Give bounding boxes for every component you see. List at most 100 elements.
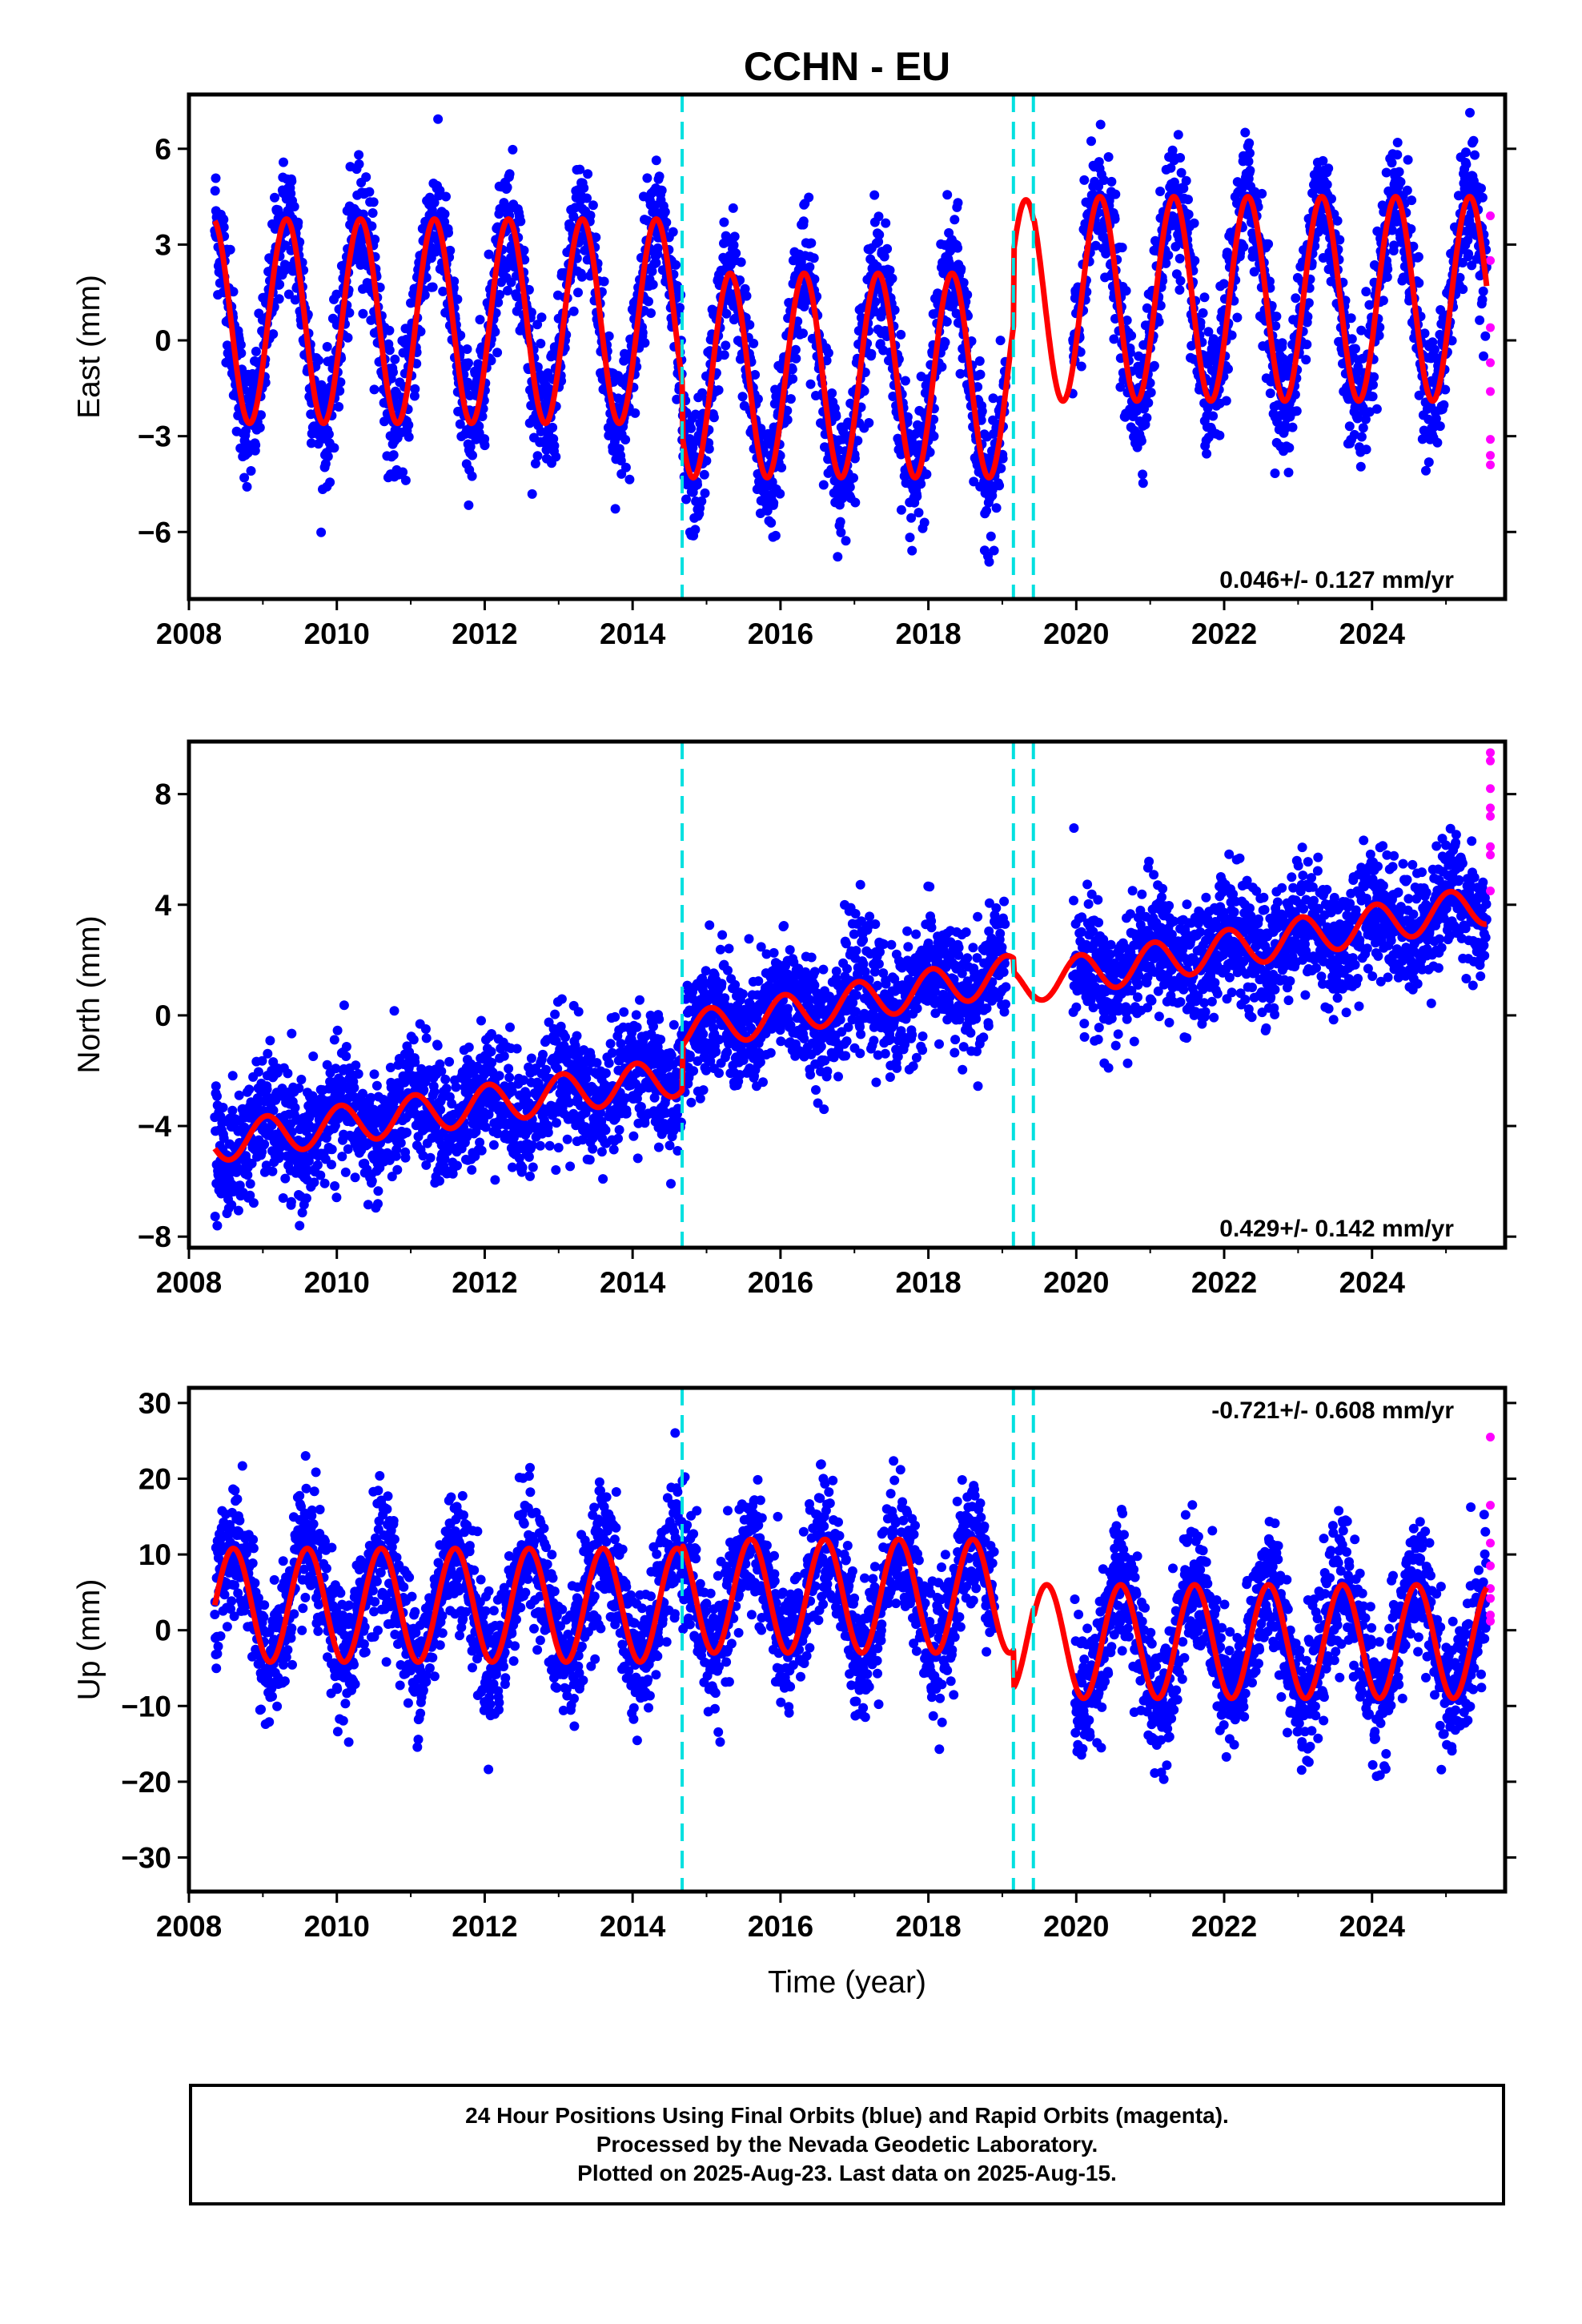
east-rate-label: 0.046+/- 0.127 mm/yr xyxy=(1219,567,1454,593)
final-orbit-point xyxy=(591,232,601,243)
final-orbit-point xyxy=(1240,127,1251,138)
final-orbit-point xyxy=(1461,147,1471,158)
final-orbit-point xyxy=(1283,468,1294,477)
final-orbit-point xyxy=(344,308,355,318)
final-orbit-point xyxy=(728,203,738,213)
rapid-orbit-point xyxy=(1486,387,1496,396)
final-orbit-point xyxy=(620,435,631,444)
final-orbit-point xyxy=(1175,275,1186,286)
final-orbit-point xyxy=(950,215,960,225)
final-orbit-point xyxy=(1465,107,1475,118)
final-orbit-point xyxy=(364,187,375,197)
final-orbit-point xyxy=(916,479,926,489)
final-orbit-point xyxy=(325,477,335,488)
final-orbit-point xyxy=(265,1035,275,1046)
final-orbit-point xyxy=(940,337,950,348)
final-orbit-point xyxy=(853,436,863,446)
final-orbit-point xyxy=(283,289,294,300)
final-orbit-point xyxy=(1332,215,1343,226)
final-orbit-point xyxy=(289,202,299,211)
final-orbit-point xyxy=(543,368,553,378)
final-orbit-point xyxy=(301,1193,311,1204)
final-orbit-point xyxy=(1423,457,1434,468)
final-orbit-point xyxy=(1143,398,1154,408)
final-orbit-point xyxy=(1138,469,1148,480)
final-orbit-point xyxy=(741,291,752,301)
final-orbit-point xyxy=(493,297,504,308)
final-orbit-point xyxy=(1271,312,1282,322)
final-orbit-point xyxy=(279,157,288,167)
final-orbit-point xyxy=(420,290,430,300)
final-orbit-point xyxy=(451,1082,461,1092)
final-orbit-point xyxy=(384,345,395,356)
final-orbit-point xyxy=(804,192,814,203)
final-orbit-point xyxy=(998,453,1008,464)
final-orbit-point xyxy=(402,1128,412,1138)
final-orbit-point xyxy=(1361,444,1371,455)
final-orbit-point xyxy=(1263,239,1274,249)
final-orbit-point xyxy=(660,207,670,217)
final-orbit-point xyxy=(358,308,368,319)
final-orbit-point xyxy=(251,440,261,450)
final-orbit-point xyxy=(225,244,235,255)
final-orbit-point xyxy=(341,1042,351,1051)
north-plot-area xyxy=(210,748,1496,1231)
final-orbit-point xyxy=(701,456,712,466)
final-orbit-point xyxy=(672,394,682,404)
final-orbit-point xyxy=(484,249,494,259)
final-orbit-point xyxy=(486,1047,496,1057)
final-orbit-point xyxy=(255,423,265,432)
final-orbit-point xyxy=(548,422,558,432)
final-orbit-point xyxy=(648,279,658,290)
final-orbit-point xyxy=(956,263,966,274)
final-orbit-point xyxy=(400,1152,411,1163)
final-orbit-point xyxy=(262,1084,272,1095)
final-orbit-point xyxy=(428,282,438,292)
final-orbit-point xyxy=(1435,421,1445,432)
final-orbit-point xyxy=(1392,150,1403,160)
final-orbit-point xyxy=(1095,119,1106,130)
final-orbit-point xyxy=(286,188,296,199)
final-orbit-point xyxy=(248,1198,259,1208)
final-orbit-point xyxy=(624,474,635,485)
final-orbit-point xyxy=(1174,285,1185,295)
final-orbit-point xyxy=(588,200,598,211)
final-orbit-point xyxy=(640,338,650,348)
final-orbit-point xyxy=(599,276,609,287)
final-orbit-point xyxy=(354,150,364,160)
final-orbit-point xyxy=(582,193,592,203)
final-orbit-point xyxy=(420,1024,431,1034)
final-orbit-point xyxy=(585,211,596,220)
final-orbit-point xyxy=(859,386,869,396)
final-orbit-point xyxy=(367,208,378,218)
final-orbit-point xyxy=(263,1048,273,1059)
final-orbit-point xyxy=(806,238,817,248)
final-orbit-point xyxy=(889,305,900,316)
final-orbit-point xyxy=(1110,189,1121,199)
final-orbit-point xyxy=(1094,181,1104,191)
final-orbit-point xyxy=(455,419,465,429)
rapid-orbit-point xyxy=(1486,451,1496,460)
final-orbit-point xyxy=(408,1035,419,1045)
final-orbit-point xyxy=(974,356,985,366)
final-orbit-point xyxy=(882,243,893,254)
final-orbit-point xyxy=(833,552,843,562)
final-orbit-point xyxy=(879,251,889,262)
final-orbit-point xyxy=(652,243,663,253)
final-orbit-point xyxy=(246,466,256,476)
final-orbit-point xyxy=(490,327,500,337)
final-orbit-point xyxy=(766,517,777,528)
final-orbit-point xyxy=(573,287,583,298)
final-orbit-point xyxy=(475,1137,485,1148)
final-orbit-point xyxy=(464,358,473,368)
final-orbit-point xyxy=(782,405,793,416)
final-orbit-point xyxy=(913,508,924,518)
final-orbit-point xyxy=(713,385,724,396)
final-orbit-point xyxy=(327,1160,336,1170)
final-orbit-point xyxy=(296,1075,307,1084)
x-tick-label: 2014 xyxy=(600,617,666,650)
final-orbit-point xyxy=(219,215,229,225)
final-orbit-point xyxy=(327,1144,337,1155)
final-orbit-point xyxy=(404,420,414,430)
final-orbit-point xyxy=(1232,312,1243,323)
